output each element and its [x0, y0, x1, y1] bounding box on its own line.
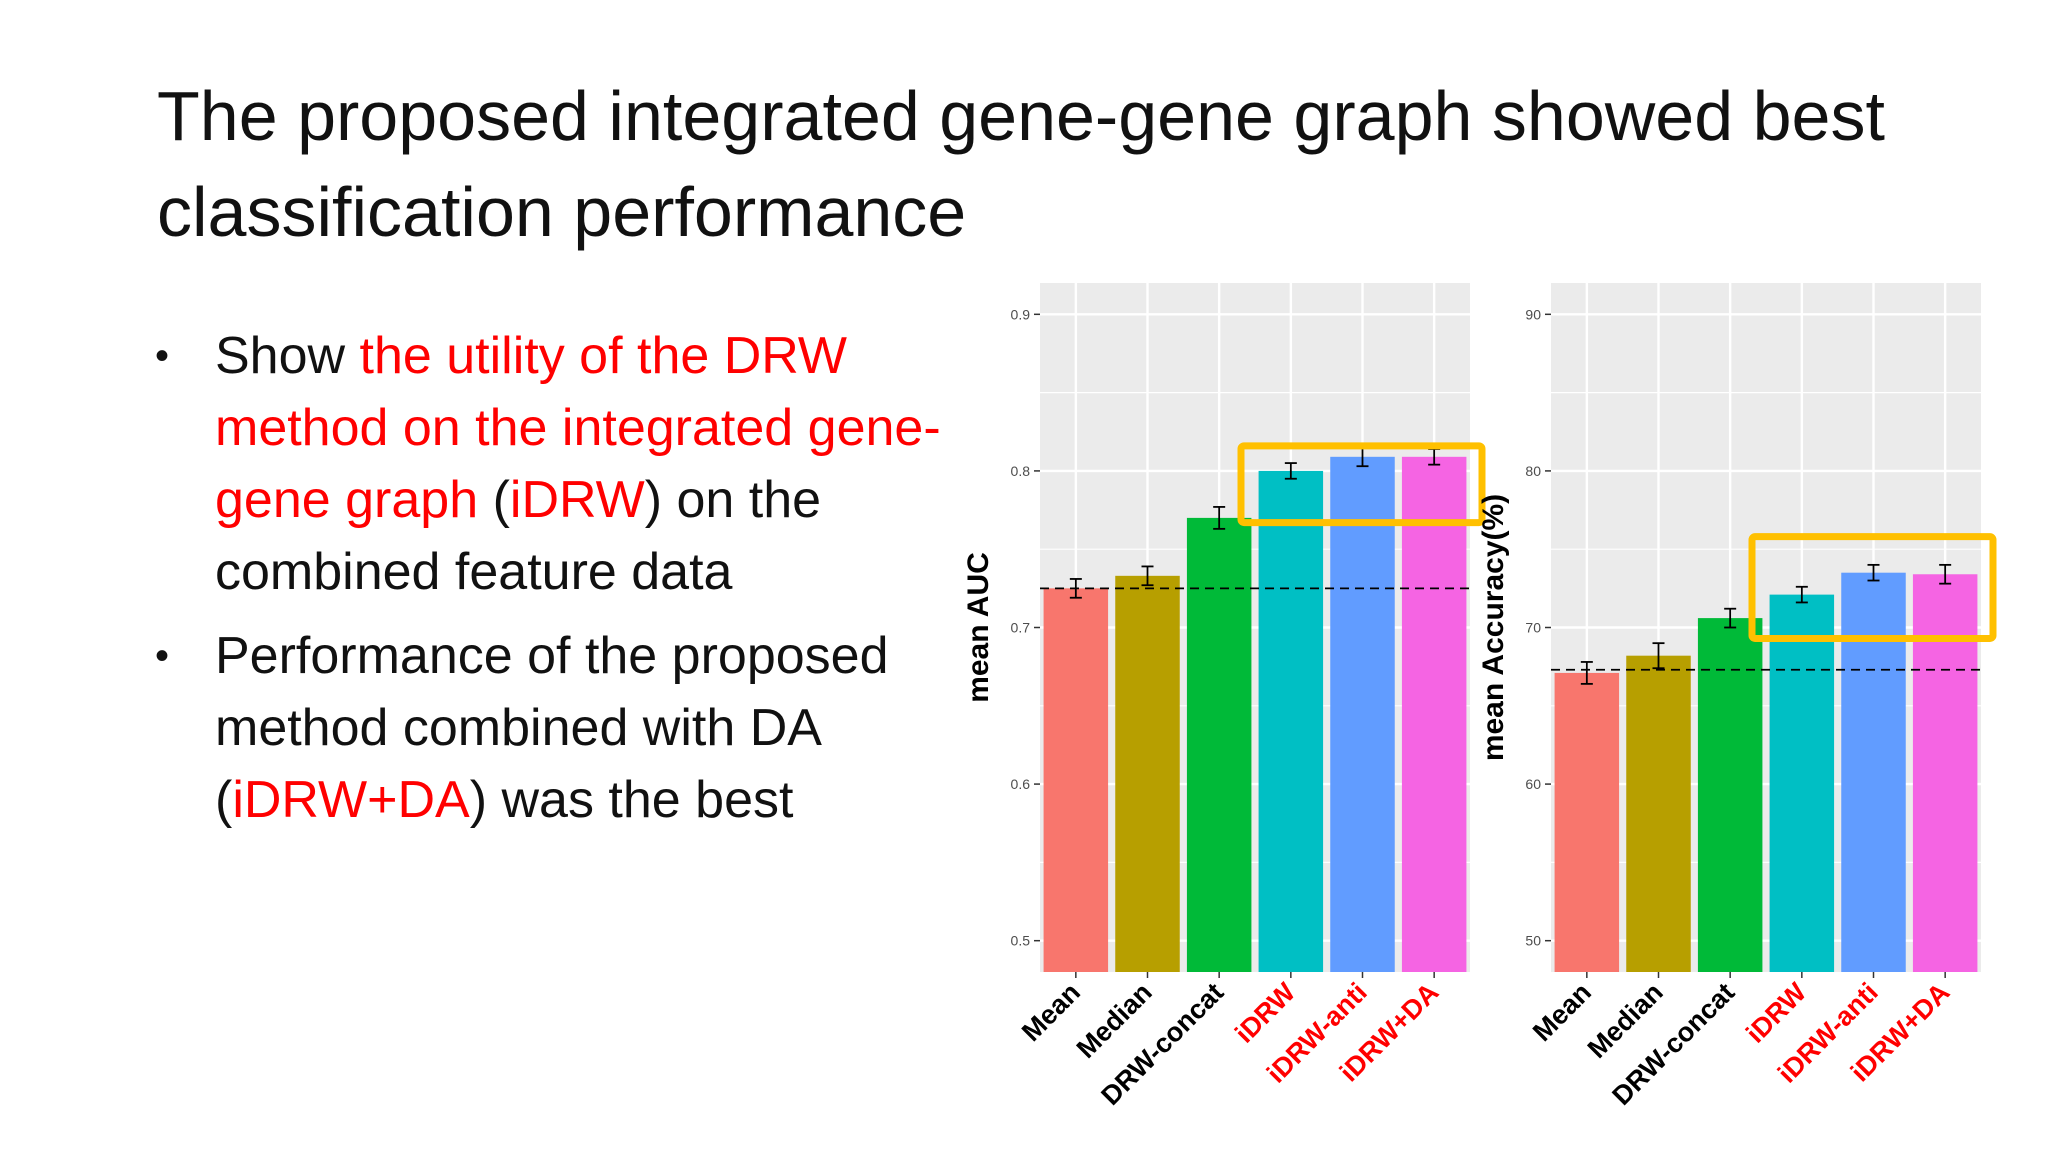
y-tick-label: 60 — [1525, 776, 1541, 792]
bar-idrw-anti — [1330, 456, 1395, 972]
highlight-box — [1237, 442, 1486, 527]
y-tick-label: 0.9 — [1011, 306, 1031, 322]
bar-mean — [1043, 588, 1109, 972]
y-tick-label: 0.7 — [1011, 620, 1031, 636]
bullet-text-1: Show the utility of the DRW method on th… — [215, 327, 941, 601]
bar-idrw-da — [1401, 456, 1467, 972]
y-tick-label: 50 — [1525, 933, 1541, 949]
error-bar — [1652, 642, 1665, 670]
bar-idrw-da — [1912, 574, 1978, 972]
error-bar — [1795, 585, 1808, 604]
bullet-1-part-1: Show — [215, 327, 360, 385]
slide-title-line-1: The proposed integrated gene-gene graph … — [157, 77, 1885, 155]
bullet-list: • Show the utility of the DRW method on … — [155, 320, 955, 848]
bar-median — [1115, 575, 1180, 972]
bar-mean — [1554, 672, 1620, 972]
bullet-text-2: Performance of the proposed method combi… — [215, 627, 889, 829]
error-bar — [1141, 565, 1154, 587]
y-tick-label: 70 — [1525, 620, 1541, 636]
bullet-dot-icon: • — [155, 634, 170, 678]
bullet-2-part-3: ) was the best — [469, 771, 794, 829]
bullet-1-highlight-idrw: iDRW — [509, 471, 645, 529]
y-tick-label: 0.5 — [1011, 933, 1031, 949]
y-axis-title: mean AUC — [962, 552, 995, 703]
error-bar — [1284, 462, 1297, 480]
bullet-1-highlight-utility: the utility of the DRW method on the int… — [215, 327, 941, 529]
bullet-item-1: • Show the utility of the DRW method on … — [155, 320, 955, 608]
y-tick-label: 0.6 — [1011, 776, 1031, 792]
error-bar — [1939, 563, 1952, 585]
bar-idrw — [1258, 470, 1324, 972]
error-bar — [1213, 506, 1226, 530]
bullet-2-part-1: Performance of the proposed method combi… — [215, 627, 889, 829]
x-tick-label: Mean — [1016, 977, 1086, 1047]
error-bar — [1724, 607, 1737, 629]
bullet-dot-icon: • — [155, 334, 170, 378]
bullet-1-part-5: ) on the combined feature data — [215, 471, 822, 601]
error-bar — [1580, 661, 1593, 685]
bar-median — [1626, 655, 1691, 972]
highlight-box — [1748, 533, 1997, 642]
bullet-item-2: • Performance of the proposed method com… — [155, 620, 955, 836]
y-tick-label: 80 — [1525, 463, 1541, 479]
y-tick-label: 0.8 — [1011, 463, 1031, 479]
slide-title-line-2: classification performance — [157, 173, 967, 251]
bullet-2-highlight-idrw-da: iDRW+DA — [232, 771, 470, 829]
y-axis-title: mean Accuracy(%) — [1477, 494, 1510, 761]
bar-drw-concat — [1697, 618, 1763, 972]
bar-idrw-anti — [1841, 572, 1906, 972]
bar-idrw — [1769, 594, 1835, 972]
bar-drw-concat — [1186, 517, 1252, 972]
bullet-1-part-3: ( — [478, 471, 510, 529]
slide-title: The proposed integrated gene-gene graph … — [157, 68, 1957, 260]
x-tick-label: Mean — [1527, 977, 1597, 1047]
y-tick-label: 90 — [1525, 306, 1541, 322]
error-bar — [1867, 563, 1880, 582]
